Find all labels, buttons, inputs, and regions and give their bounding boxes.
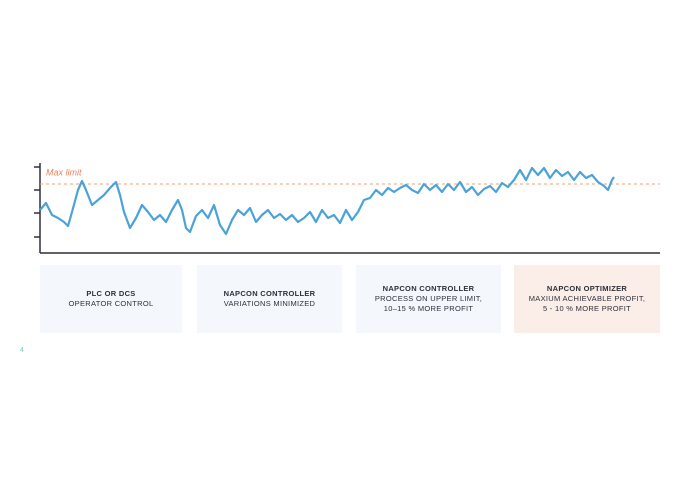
stage-box bbox=[197, 265, 342, 333]
stage-box bbox=[514, 265, 660, 333]
stage-box bbox=[40, 265, 182, 333]
page-number: 4 bbox=[20, 347, 24, 354]
max-limit-label: Max limit bbox=[46, 167, 82, 177]
stage-title: PLC OR DCS bbox=[86, 289, 135, 298]
stage-title: NAPCON CONTROLLER bbox=[224, 289, 316, 298]
stage-box bbox=[356, 265, 501, 333]
stage-title: NAPCON CONTROLLER bbox=[383, 284, 475, 293]
stage-line: VARIATIONS MINIMIZED bbox=[224, 299, 316, 308]
stage-title: NAPCON OPTIMIZER bbox=[547, 284, 628, 293]
axes bbox=[34, 163, 660, 254]
stage-line: MAXIUM ACHIEVABLE PROFIT, bbox=[529, 294, 646, 303]
stage-line: PROCESS ON UPPER LIMIT, bbox=[375, 294, 482, 303]
process-line bbox=[39, 166, 615, 236]
stage-line: 10–15 % MORE PROFIT bbox=[384, 304, 474, 313]
stage-line: OPERATOR CONTROL bbox=[69, 299, 154, 308]
stage-line: 5 - 10 % MORE PROFIT bbox=[543, 304, 631, 313]
